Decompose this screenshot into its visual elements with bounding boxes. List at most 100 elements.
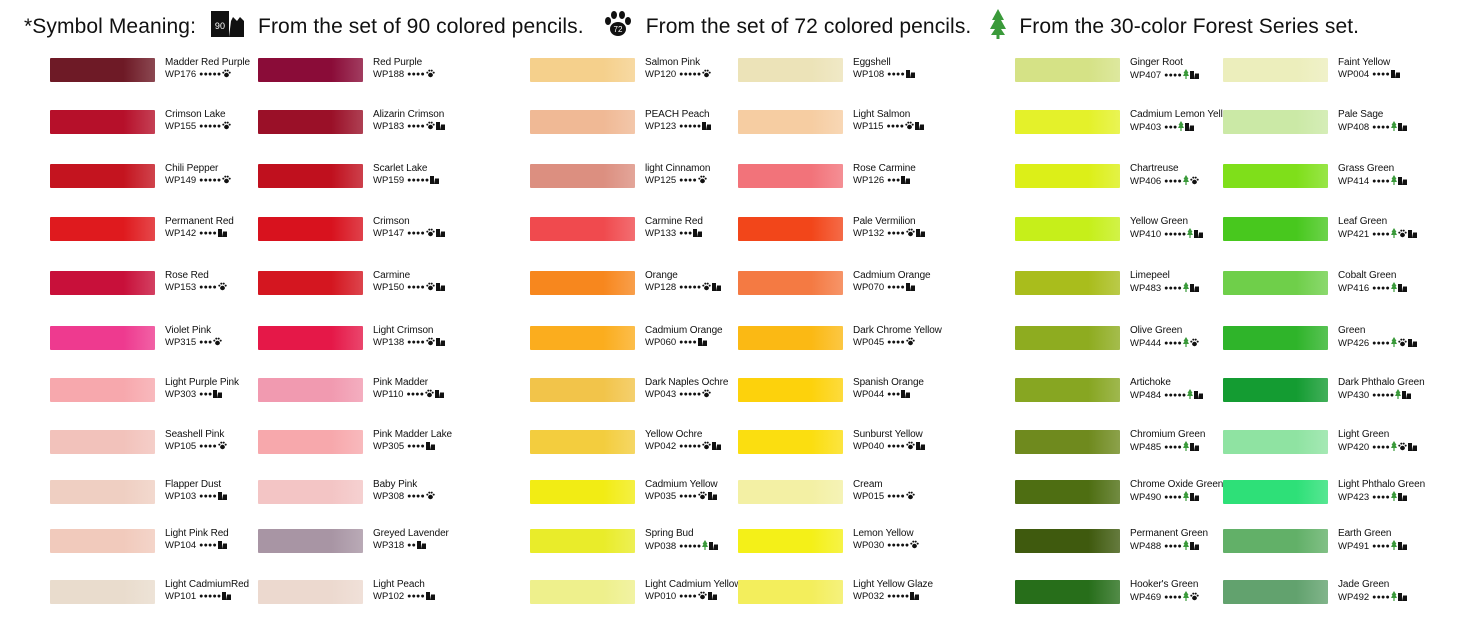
pencil-code: WP410 ●●●●● [1130, 228, 1204, 240]
color-swatch [1223, 271, 1328, 295]
rating-dots: ●●●● [1164, 594, 1182, 601]
paw-icon [904, 121, 914, 132]
code-label: WP414 [1338, 176, 1370, 187]
paw-icon [697, 175, 707, 186]
pencil-name: Permanent Green [1130, 528, 1208, 539]
pencil-swatch: Pink Madder WP110 ●●●● [258, 377, 458, 404]
pencil-code: WP421 ●●●● [1338, 228, 1417, 240]
pencil-name: Cobalt Green [1338, 270, 1397, 281]
pencil-code: WP155 ●●●●● [165, 121, 231, 132]
rating-dots: ●●●● [887, 443, 905, 450]
rating-dots: ●●●●● [1164, 231, 1187, 238]
tree-icon [1182, 491, 1189, 503]
rating-dots: ●●●● [679, 593, 697, 600]
paw-icon [221, 175, 231, 186]
cat-icon [900, 175, 911, 186]
cat-icon [711, 441, 722, 452]
pencil-code: WP492 ●●●● [1338, 591, 1407, 603]
cat-icon [1193, 390, 1204, 401]
pencil-code: WP060 ●●●● [645, 337, 707, 348]
pencil-name: Permanent Red [165, 216, 234, 227]
cat-icon [1189, 442, 1199, 453]
pencil-code: WP070 ●●●● [853, 282, 915, 293]
pencil-swatch: Light Cadmium Yellow WP010 ●●●● [530, 579, 741, 606]
pencil-name: Chrome Oxide Green [1130, 479, 1224, 490]
code-label: WP120 [645, 69, 677, 80]
pencil-name: Olive Green [1130, 325, 1183, 336]
pencil-swatch: Permanent Red WP142 ●●●● [50, 216, 250, 243]
code-label: WP142 [165, 228, 197, 239]
cat-icon [905, 282, 915, 293]
pencil-code: WP188 ●●●● [373, 69, 435, 80]
color-swatch [738, 217, 843, 241]
color-swatch [1015, 217, 1120, 241]
color-swatch [258, 217, 363, 241]
pencil-swatch: Light Crimson WP138 ●●●● [258, 325, 458, 352]
paw-icon [905, 228, 915, 239]
pencil-swatch: Light Peach WP102 ●●●● [258, 579, 458, 606]
pencil-swatch: Carmine Red WP133 ●●● [530, 216, 730, 243]
pencil-code: WP403 ●●● [1130, 121, 1195, 133]
cat-icon [1397, 176, 1407, 187]
rating-dots: ●●● [679, 230, 693, 237]
pencil-code: WP042 ●●●●● [645, 441, 722, 452]
cat-icon [708, 541, 719, 552]
pencil-code: WP483 ●●●● [1130, 282, 1199, 294]
rating-dots: ●●●●● [679, 543, 702, 550]
cat-icon [1397, 492, 1407, 503]
paw-icon [425, 69, 435, 80]
tree-icon [1182, 540, 1189, 552]
cat-icon [1193, 229, 1204, 240]
pencil-swatch: Cobalt Green WP416 ●●●● [1223, 270, 1423, 297]
pencil-swatch: Cadmium Yellow WP035 ●●●● [530, 479, 730, 506]
color-swatch [258, 271, 363, 295]
rating-dots: ●●●● [1372, 231, 1390, 238]
pencil-swatch: Light Green WP420 ●●●● [1223, 429, 1423, 456]
cat-icon [425, 441, 435, 452]
code-label: WP043 [645, 389, 677, 400]
color-swatch [530, 58, 635, 82]
cat-icon [1189, 70, 1199, 81]
pencil-name: Light Phthalo Green [1338, 479, 1426, 490]
rating-dots: ●●●● [199, 493, 217, 500]
rating-dots: ●●●● [1372, 124, 1390, 131]
rating-dots: ●●●● [679, 339, 697, 346]
pencil-name: Grass Green [1338, 163, 1395, 174]
code-label: WP108 [853, 69, 885, 80]
cat-icon [212, 389, 223, 400]
cat-icon [909, 591, 920, 602]
color-swatch [738, 58, 843, 82]
pencil-code: WP104 ●●●● [165, 540, 227, 551]
rating-dots: ●●●●● [1164, 392, 1187, 399]
cat-icon [1397, 283, 1407, 294]
cat-badge-label: 90 [215, 21, 225, 31]
rating-dots: ●●● [199, 391, 213, 398]
pencil-swatch: Pale Sage WP408 ●●●● [1223, 109, 1423, 136]
cat-icon [1189, 283, 1199, 294]
pencil-code: WP132 ●●●● [853, 228, 925, 239]
pencil-swatch: Grass Green WP414 ●●●● [1223, 163, 1423, 190]
pencil-swatch: Limepeel WP483 ●●●● [1015, 270, 1215, 297]
color-swatch [530, 378, 635, 402]
pencil-swatch: Pink Madder Lake WP305 ●●●● [258, 429, 458, 456]
color-swatch [1015, 58, 1120, 82]
color-swatch [1223, 58, 1328, 82]
pencil-name: Light Yellow Glaze [853, 579, 933, 590]
pencil-swatch: Red Purple WP188 ●●●● [258, 57, 458, 84]
pencil-swatch: Chili Pepper WP149 ●●●●● [50, 163, 250, 190]
pencil-name: Greyed Lavender [373, 528, 449, 539]
paw-icon [905, 337, 915, 348]
code-label: WP004 [1338, 69, 1370, 80]
rating-dots: ●●●● [199, 284, 217, 291]
code-label: WP032 [853, 591, 885, 602]
tree-icon [1182, 69, 1189, 81]
rating-dots: ●●●● [1372, 340, 1390, 347]
code-label: WP070 [853, 282, 885, 293]
pencil-swatch: Spring Bud WP038 ●●●●● [530, 528, 730, 555]
color-swatch [530, 529, 635, 553]
cat-icon [435, 121, 445, 132]
color-swatch [50, 430, 155, 454]
color-swatch [530, 164, 635, 188]
cat-90-icon: 90 [210, 7, 246, 47]
tree-icon [1182, 441, 1189, 453]
